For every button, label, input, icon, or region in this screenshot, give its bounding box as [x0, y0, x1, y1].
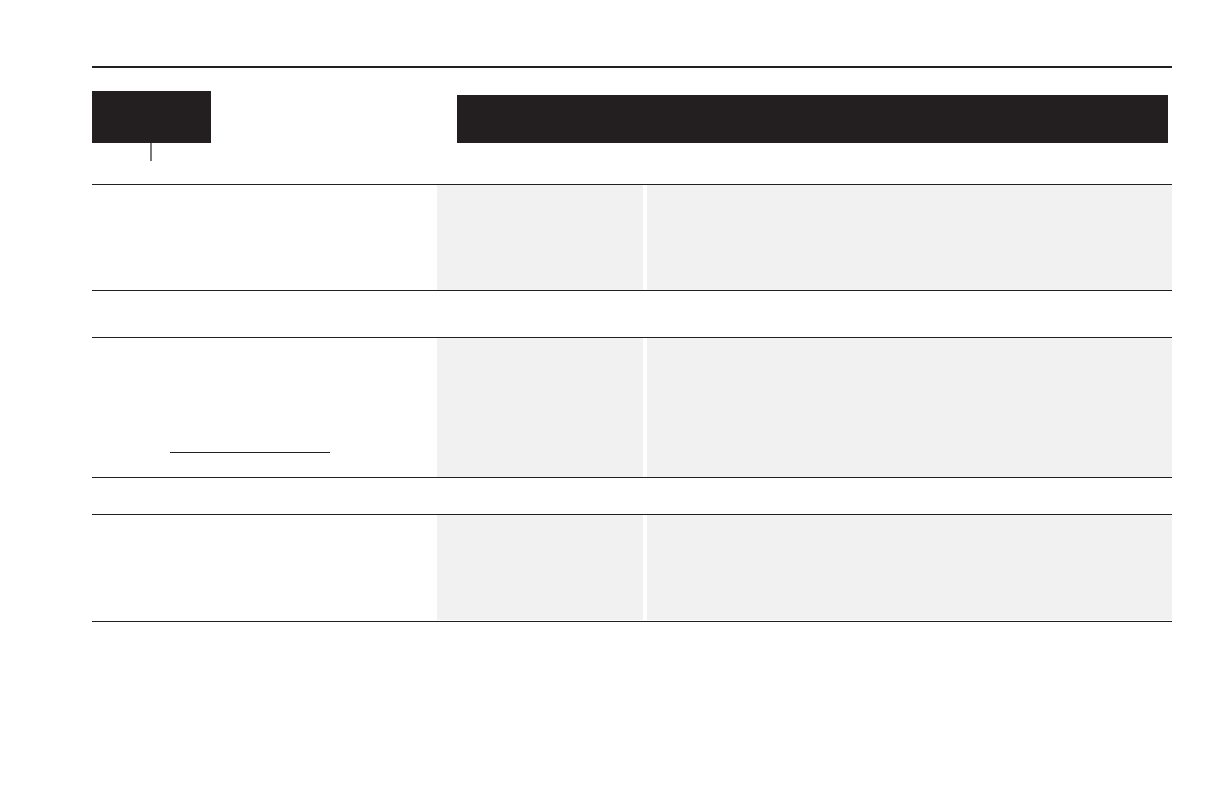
cell-shade — [647, 185, 1172, 290]
cell-shade — [647, 338, 1172, 477]
cell-shade — [647, 515, 1172, 620]
header-block — [92, 91, 211, 143]
cell-shade — [437, 338, 643, 477]
cell-shade — [437, 185, 643, 290]
row-shading — [437, 185, 1172, 620]
row-rules — [92, 184, 1172, 622]
cell-shade — [437, 515, 643, 620]
header-bar — [457, 95, 1168, 143]
